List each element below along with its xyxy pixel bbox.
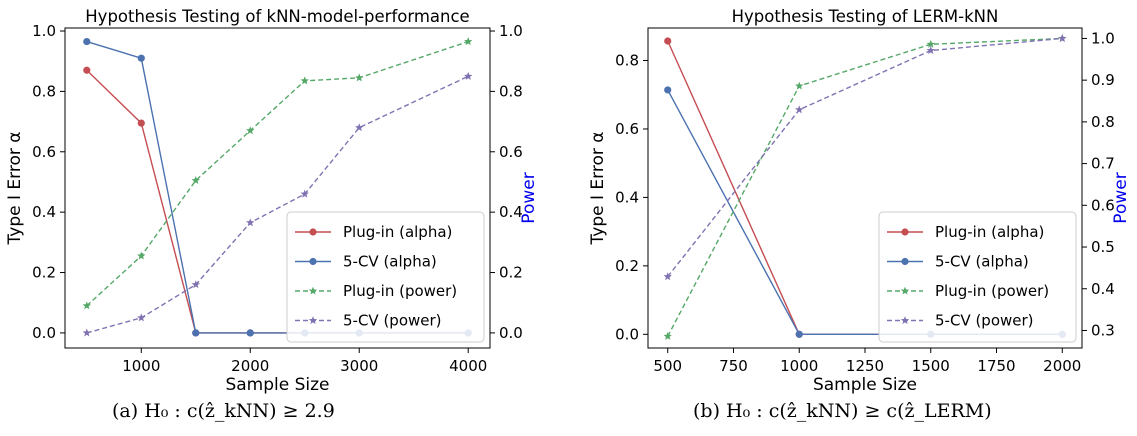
chart-lerm-knn: 500 750 1000 1250 1500 1750 2000 0.0 0.2 0.4 0.6 0.…: [588, 7, 1131, 395]
legend-marker: [901, 228, 909, 236]
y2-tick-label: 0.6: [499, 143, 523, 161]
y2-tick-label: 0.9: [1091, 71, 1115, 89]
data-point: [83, 37, 91, 46]
chart-title: Hypothesis Testing of kNN-model-performa…: [85, 7, 469, 26]
legend-label: 5-CV (power): [343, 312, 442, 330]
x-tick-label: 1250: [846, 357, 884, 375]
y-tick-label: 0.8: [32, 82, 56, 100]
legend-label: Plug-in (alpha): [343, 223, 452, 241]
data-point: [246, 126, 255, 135]
y-tick-label: 0.4: [32, 203, 56, 221]
y-tick-label: 0.8: [615, 52, 639, 70]
x-tick-label: 1000: [780, 357, 818, 375]
x-tick-label: 750: [719, 357, 748, 375]
y2-tick-label: 0.5: [1091, 238, 1115, 256]
y2-tick-label: 0.0: [499, 324, 523, 342]
data-point: [795, 330, 803, 338]
legend-marker: [309, 257, 317, 266]
x-tick-label: 1750: [977, 357, 1015, 375]
data-point: [83, 66, 91, 74]
y2-tick-label: 0.6: [1091, 196, 1115, 214]
data-point: [663, 331, 672, 340]
y2-tick-label: 1.0: [499, 22, 523, 40]
data-point: [795, 105, 804, 114]
y2-axis-label: Power: [519, 172, 539, 223]
legend-marker: [309, 228, 317, 236]
legend-marker: [901, 257, 909, 266]
data-point: [1058, 34, 1067, 42]
series-line: [667, 37, 1063, 278]
data-point: [246, 329, 254, 337]
data-point: [355, 123, 364, 132]
legend-label: 5-CV (alpha): [343, 253, 437, 271]
y-axis-label: Type I Error α: [5, 132, 25, 246]
y2-tick-label: 0.3: [1091, 321, 1115, 339]
legend-box: [286, 211, 485, 343]
x-axis-label: Sample Size: [225, 375, 329, 395]
x-tick-label: 1000: [122, 357, 160, 375]
legend-box: [878, 211, 1077, 343]
data-point: [355, 73, 364, 82]
data-point: [464, 37, 473, 46]
y2-tick-label: 0.8: [1091, 113, 1115, 131]
legend-label: Plug-in (alpha): [935, 223, 1044, 241]
legend-label: Plug-in (power): [935, 282, 1049, 300]
legend-label: Plug-in (power): [343, 282, 457, 300]
data-point: [664, 37, 672, 45]
y-tick-label: 0.4: [615, 188, 639, 206]
legend-marker: [308, 316, 318, 325]
data-point: [137, 313, 146, 322]
y-tick-label: 0.6: [615, 120, 639, 138]
data-point: [137, 119, 145, 127]
data-point: [192, 329, 200, 337]
y-tick-label: 0.6: [32, 143, 56, 161]
x-tick-label: 3000: [340, 357, 378, 375]
chart-knn-performance: 1000 2000 3000 4000 0.0 0.2 0.4 0.6 0.8 1.0 0.0 0.2…: [5, 7, 539, 395]
legend-marker: [900, 286, 910, 295]
x-tick-label: 2000: [231, 357, 269, 375]
x-tick-label: 500: [653, 357, 682, 375]
x-axis-label: Sample Size: [813, 375, 917, 395]
data-point: [191, 280, 200, 289]
figure: 1000 2000 3000 4000 0.0 0.2 0.4 0.6 0.8 1.0 0.0 0.2…: [5, 7, 1131, 395]
y-tick-label: 0.0: [615, 325, 639, 343]
y2-tick-label: 0.8: [499, 82, 523, 100]
data-point: [300, 76, 309, 85]
y2-tick-label: 1.0: [1091, 29, 1115, 47]
data-point: [664, 86, 672, 94]
y2-tick-label: 0.4: [499, 203, 523, 221]
data-point: [300, 189, 309, 198]
x-tick-label: 2000: [1043, 357, 1081, 375]
data-point: [464, 71, 473, 80]
data-point: [191, 176, 200, 185]
x-tick-label: 1500: [912, 357, 950, 375]
data-point: [926, 46, 935, 55]
data-point: [137, 251, 146, 260]
y2-tick-label: 0.4: [1091, 280, 1115, 298]
x-tick-label: 4000: [449, 357, 487, 375]
data-point: [663, 272, 672, 281]
y-tick-label: 1.0: [32, 22, 56, 40]
legend-label: 5-CV (alpha): [935, 253, 1029, 271]
data-point: [795, 81, 804, 90]
y-tick-label: 0.0: [32, 324, 56, 342]
y-tick-label: 0.2: [32, 264, 56, 282]
y-axis-label: Type I Error α: [588, 132, 608, 246]
caption-a: (a) H₀ : c(ẑ_kNN) ≥ 2.9: [112, 400, 335, 422]
y-tick-label: 0.2: [615, 257, 639, 275]
y2-axis-label: Power: [1111, 172, 1131, 223]
data-point: [246, 218, 255, 227]
data-point: [82, 301, 91, 310]
data-point: [137, 54, 145, 62]
y2-tick-label: 0.2: [499, 264, 523, 282]
caption-b: (b) H₀ : c(ẑ_kNN) ≥ c(ẑ_LERM): [693, 400, 992, 422]
y2-tick-label: 0.7: [1091, 155, 1115, 173]
chart-title: Hypothesis Testing of LERM-kNN: [732, 7, 999, 26]
legend-marker: [308, 286, 318, 295]
data-point: [82, 328, 91, 337]
legend-label: 5-CV (power): [935, 312, 1034, 330]
legend-marker: [900, 316, 910, 325]
plot-frame: [64, 27, 491, 349]
data-point: [926, 39, 935, 48]
